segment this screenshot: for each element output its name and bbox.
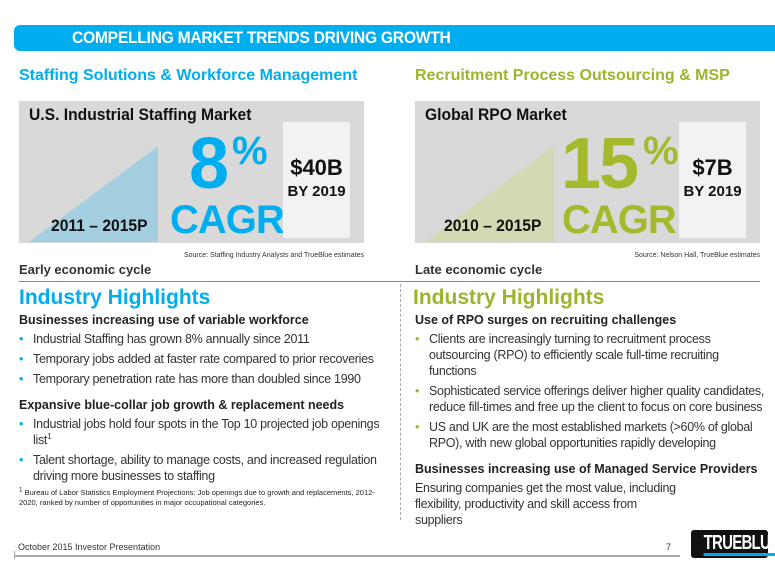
- market-size-box: $7B BY 2019: [679, 122, 746, 238]
- growth-triangle: [29, 146, 158, 242]
- market-size-year: BY 2019: [683, 183, 742, 200]
- left-highlights-column: Businesses increasing use of variable wo…: [19, 312, 393, 508]
- market-title: Global RPO Market: [425, 105, 567, 124]
- footer-tick: [14, 551, 15, 559]
- market-size-year: BY 2019: [287, 183, 346, 200]
- bullet: Temporary jobs added at faster rate comp…: [19, 351, 393, 367]
- right-section-title: Recruitment Process Outsourcing & MSP: [415, 67, 730, 84]
- bullet: Talent shortage, ability to manage costs…: [19, 452, 393, 484]
- market-title: U.S. Industrial Staffing Market: [29, 105, 252, 124]
- cagr-value: 15: [561, 124, 639, 204]
- left-market-box: U.S. Industrial Staffing Market 2011 – 2…: [19, 101, 364, 243]
- page-title: COMPELLING MARKET TRENDS DRIVING GROWTH: [72, 28, 451, 47]
- left-section-title: Staffing Solutions & Workforce Managemen…: [19, 67, 358, 84]
- year-range: 2010 – 2015P: [444, 216, 542, 235]
- cagr-label: CAGR: [562, 198, 677, 242]
- bullet: US and UK are the most established marke…: [415, 419, 765, 451]
- growth-triangle: [425, 146, 554, 242]
- divider: [19, 281, 760, 282]
- page-number: 7: [666, 542, 672, 552]
- cagr-value: 8: [189, 124, 229, 204]
- highlights-heading: Industry Highlights: [19, 286, 211, 309]
- paragraph: Ensuring companies get the most value, i…: [415, 481, 676, 527]
- bullet: Clients are increasingly turning to recr…: [415, 331, 765, 379]
- highlights-heading: Industry Highlights: [413, 286, 605, 309]
- subheading: Businesses increasing use of Managed Ser…: [415, 462, 758, 476]
- percent-sign: %: [643, 129, 679, 173]
- source-note: Source: Nelson Hall, TrueBlue estimates: [634, 252, 760, 259]
- column-divider: [400, 284, 401, 520]
- subheading: Expansive blue-collar job growth & repla…: [19, 398, 345, 412]
- percent-sign: %: [232, 129, 268, 173]
- trueblue-logo: TRUEBLUE: [691, 530, 775, 558]
- year-range: 2011 – 2015P: [51, 216, 148, 235]
- cagr-label: CAGR: [170, 198, 285, 242]
- title-bar: COMPELLING MARKET TRENDS DRIVING GROWTH: [14, 25, 775, 51]
- footer-line: [14, 555, 680, 557]
- market-size-box: $40B BY 2019: [283, 122, 350, 238]
- bullet: Industrial Staffing has grown 8% annuall…: [19, 331, 393, 347]
- market-size: $40B: [290, 155, 343, 180]
- bullet: Sophisticated service offerings deliver …: [415, 383, 765, 415]
- bullet: Temporary penetration rate has more than…: [19, 371, 393, 387]
- market-size: $7B: [692, 155, 733, 180]
- footnote: 1 Bureau of Labor Statistics Employment …: [19, 486, 375, 507]
- right-market-box: Global RPO Market 2010 – 2015P 15 % CAGR…: [415, 101, 760, 243]
- right-highlights-column: Use of RPO surges on recruiting challeng…: [415, 312, 765, 528]
- cycle-label: Early economic cycle: [19, 262, 152, 277]
- subheading: Use of RPO surges on recruiting challeng…: [415, 313, 677, 327]
- cycle-label: Late economic cycle: [415, 262, 543, 277]
- subheading: Businesses increasing use of variable wo…: [19, 313, 309, 327]
- bullet: Industrial jobs hold four spots in the T…: [19, 416, 393, 448]
- footer-label: October 2015 Investor Presentation: [18, 542, 161, 552]
- source-note: Source: Staffing Industry Analysts and T…: [183, 252, 364, 259]
